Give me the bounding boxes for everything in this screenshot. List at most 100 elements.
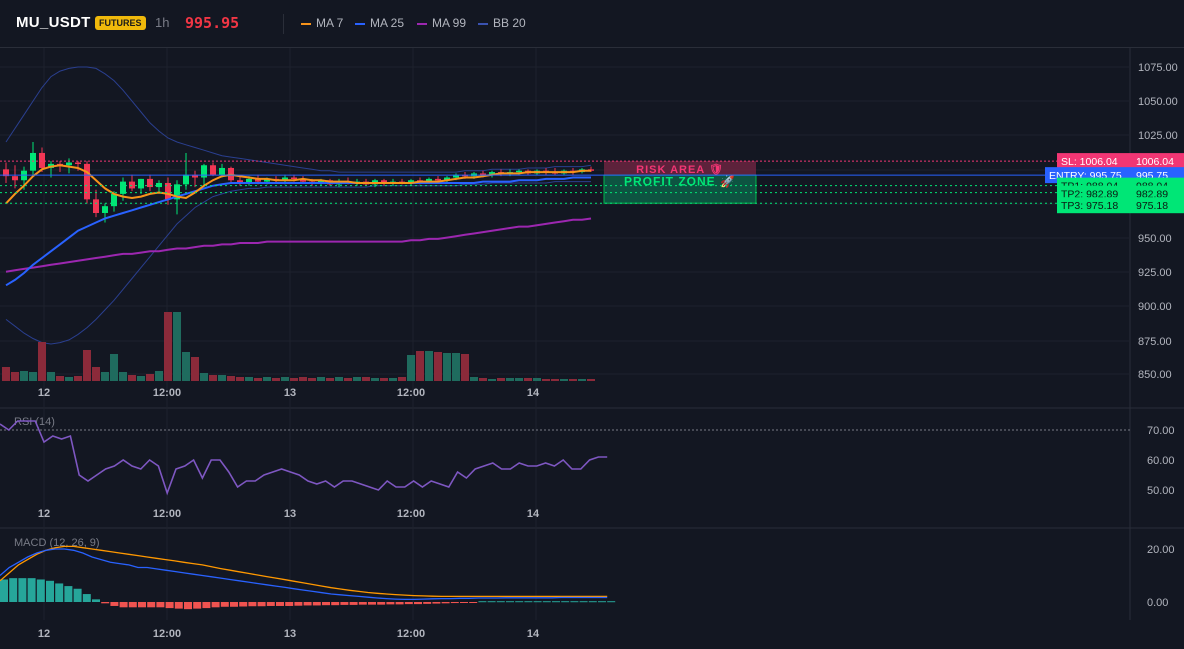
macd-histogram-bar <box>285 602 294 606</box>
candle-body <box>66 162 72 166</box>
macd-histogram-bar <box>248 602 257 607</box>
volume-bar <box>56 376 64 381</box>
macd-histogram-bar <box>487 601 496 603</box>
legend-bb20[interactable]: BB 20 <box>478 16 526 30</box>
volume-bar <box>65 377 73 381</box>
volume-bar <box>416 351 424 381</box>
legend-label-ma7: MA 7 <box>316 16 344 30</box>
macd-histogram-bar <box>156 602 165 608</box>
sl-tag-bg <box>1057 153 1132 170</box>
macd-histogram-bar <box>561 601 570 603</box>
macd-histogram-bar <box>312 602 321 606</box>
price-tick: 1025.00 <box>1138 130 1178 142</box>
sl-tag: SL: 1006.04 <box>1061 156 1118 168</box>
volume-bar <box>587 379 595 381</box>
volume-bar <box>20 371 28 381</box>
ma25-line <box>5 176 591 287</box>
candle-body <box>255 178 261 182</box>
volume-bar <box>425 351 433 381</box>
rsi-tick: 60.00 <box>1147 455 1175 467</box>
macd-histogram-bar <box>542 601 551 603</box>
volume-bar <box>515 378 523 381</box>
candle-body <box>300 178 306 182</box>
time-tick: 12:00 <box>397 387 425 399</box>
price-tick: 1075.00 <box>1138 62 1178 74</box>
volume-bar <box>173 312 181 381</box>
candle-body <box>102 206 108 213</box>
profit-zone-label: PROFIT ZONE 🚀 <box>624 175 736 189</box>
volume-bar <box>560 379 568 381</box>
time-tick: 12 <box>38 387 50 399</box>
time-tick: 12:00 <box>153 508 181 520</box>
candle-body <box>183 174 189 185</box>
legend-ma7[interactable]: MA 7 <box>301 16 343 30</box>
candle-body <box>291 177 297 180</box>
time-tick: 12:00 <box>397 508 425 520</box>
rsi-line <box>0 420 608 496</box>
candle-body <box>84 163 90 200</box>
sl-price-tag-bg <box>1132 153 1184 170</box>
candle-body <box>408 180 414 183</box>
macd-histogram-bar <box>570 601 579 603</box>
legend-swatch-bb20 <box>478 22 488 25</box>
macd-histogram-bar <box>515 601 524 603</box>
volume-bar <box>47 372 55 381</box>
volume-bar <box>110 354 118 381</box>
symbol-label[interactable]: MU_USDT <box>16 14 91 31</box>
time-tick: 14 <box>527 387 540 399</box>
volume-bar <box>479 378 487 381</box>
legend-ma99[interactable]: MA 99 <box>417 16 466 30</box>
volume-bar <box>443 353 451 381</box>
macd-histogram-bar <box>432 602 441 604</box>
volume-bar <box>506 378 514 381</box>
volume-bar <box>218 375 226 381</box>
tp-price-tag: 975.18 <box>1136 200 1168 212</box>
candle-body <box>165 182 171 200</box>
macd-histogram-bar <box>230 602 238 607</box>
macd-histogram-bar <box>460 602 468 603</box>
legend-swatch-ma99 <box>417 22 427 25</box>
macd-histogram-bar <box>423 602 432 604</box>
macd-histogram-bar <box>506 601 514 603</box>
macd-histogram-bar <box>202 602 211 609</box>
volume-bar <box>470 377 478 381</box>
candle-body <box>93 199 99 213</box>
futures-badge: FUTURES <box>95 16 146 30</box>
time-tick: 13 <box>284 508 296 520</box>
rsi-title: RSI (14) <box>14 416 55 428</box>
volume-bar <box>344 378 352 381</box>
volume-bar <box>542 379 550 381</box>
macd-histogram-bar <box>276 602 284 606</box>
legend-ma25[interactable]: MA 25 <box>355 16 404 30</box>
volume-bar <box>38 342 46 381</box>
ma7-line <box>5 164 591 205</box>
legend-label-ma99: MA 99 <box>432 16 467 30</box>
macd-histogram-bar <box>607 601 616 603</box>
risk-zone <box>604 161 756 176</box>
candle-body <box>129 181 135 189</box>
legend-swatch-ma7 <box>301 22 311 25</box>
candle-body <box>453 174 459 178</box>
volume-bar <box>290 378 298 381</box>
volume-bar <box>533 378 541 381</box>
moving-averages <box>5 164 592 287</box>
macd-histogram-bar <box>414 602 422 605</box>
candle-body <box>174 184 180 200</box>
macd-histogram-bar <box>27 578 36 602</box>
timeframe-label[interactable]: 1h <box>155 15 170 30</box>
macd-histogram-bar <box>46 580 54 602</box>
volume-bar <box>137 376 145 381</box>
candle-body <box>282 177 288 181</box>
price-tick: 875.00 <box>1138 336 1172 348</box>
volume-bars <box>2 312 595 381</box>
volume-bar <box>389 378 397 381</box>
volume-bar <box>92 367 100 381</box>
macd-histogram-bar <box>404 602 413 605</box>
volume-bar <box>209 375 217 381</box>
macd-histogram-bar <box>598 601 606 603</box>
macd-histogram-bar <box>174 602 183 609</box>
bb-lower-line <box>5 181 591 345</box>
macd-histogram-bar <box>368 602 376 605</box>
